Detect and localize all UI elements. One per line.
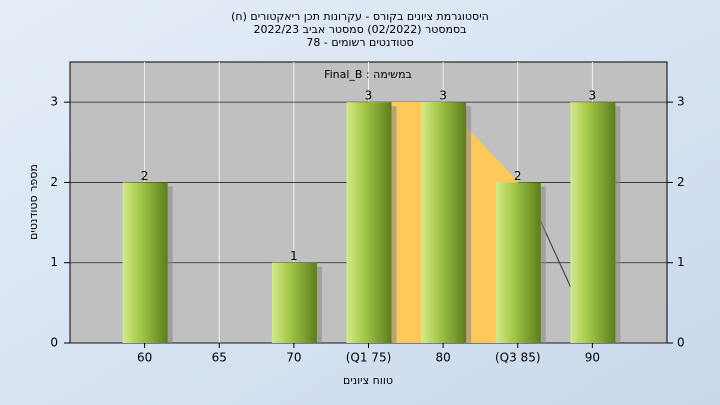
y2-tick-label: 1 [677,255,685,269]
bar [346,102,392,344]
x-tick-label: 80 [435,351,450,365]
x-tick-label: 90 [585,351,600,365]
bar [495,182,541,343]
value-label: 1 [290,249,298,263]
bar [421,102,467,344]
chart-title: היסטוגרמת ציונים בקורס - עקרונות תכן ריא… [231,10,489,23]
y2-tick-label: 3 [677,95,685,109]
y2-tick-label: 2 [677,175,685,189]
value-label: 2 [514,169,522,183]
bar [570,102,616,344]
annotation: Final_B : במשימה [324,68,412,81]
x-tick-label: (Q3 85) [495,351,541,365]
x-tick-label: 70 [286,351,301,365]
x-tick-label: 60 [137,351,152,365]
chart-subtitle: בסמסטר (02/2022) סמסטר אביב 2022/23 [253,23,466,36]
y-tick-label: 0 [50,336,58,350]
value-label: 3 [589,89,597,103]
y-tick-label: 3 [50,95,58,109]
y-axis-label: מספר סטודנטים [27,164,40,240]
chart-subtitle: סטודנטים רשומים - 78 [306,36,413,49]
value-label: 2 [141,169,149,183]
y2-tick-label: 0 [677,336,685,350]
y-tick-label: 2 [50,175,58,189]
x-tick-label: 65 [212,351,227,365]
y-tick-label: 1 [50,255,58,269]
x-tick-label: (Q1 75) [346,351,392,365]
bar [271,262,317,343]
bar [122,182,168,343]
x-axis-label: טווח ציונים [343,374,393,387]
value-label: 3 [439,89,447,103]
value-label: 3 [365,89,373,103]
